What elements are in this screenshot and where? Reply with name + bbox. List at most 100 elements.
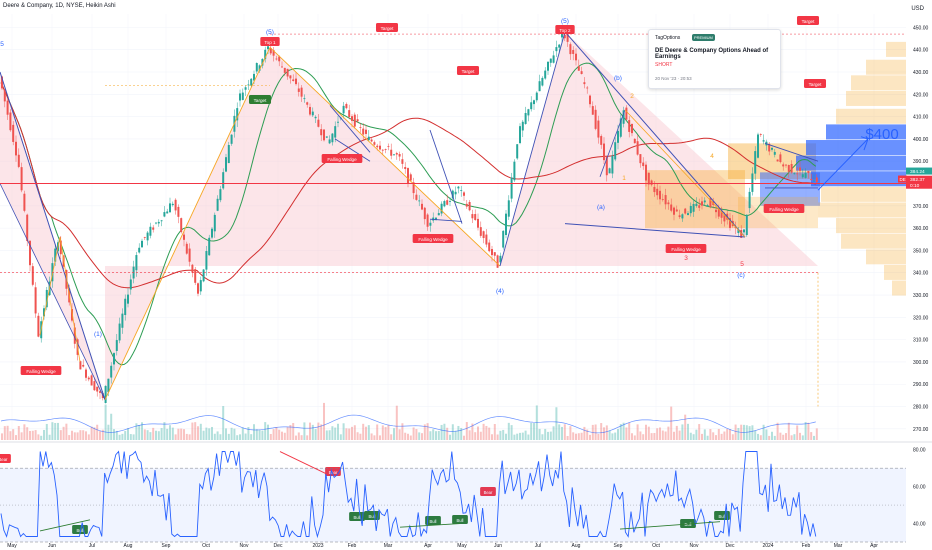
x-tick-label: Jun [48, 543, 56, 549]
volume-bar [166, 428, 169, 440]
volume-bar [202, 430, 205, 440]
bear-label-bg [480, 487, 496, 496]
candle-body [790, 163, 793, 173]
volume-bar [171, 427, 174, 440]
candle-body [631, 123, 633, 134]
candle-body [297, 88, 300, 92]
volume-profile-bar [886, 41, 906, 57]
volume-bar [267, 424, 269, 440]
volume-bar [384, 427, 387, 440]
volume-bar [687, 423, 689, 440]
volume-bar [132, 434, 135, 440]
volume-bar [507, 422, 510, 440]
volume-bar [762, 424, 765, 440]
candle-body [479, 227, 482, 236]
candle-body [185, 243, 188, 254]
volume-bar [684, 414, 687, 440]
de-tag-bg [898, 175, 907, 183]
volume-bar [59, 430, 62, 440]
wave-label-5: 5 [0, 41, 4, 48]
candle-body [152, 227, 155, 230]
volume-bar [541, 434, 544, 440]
candle-body [477, 218, 479, 228]
volume-bar [230, 427, 233, 440]
idea-card[interactable]: TagOptions PREMIUM DE Deere & Company Op… [648, 29, 781, 89]
volume-bar [418, 432, 421, 440]
candle-body [387, 146, 390, 148]
idea-headline[interactable]: DE Deere & Company Options Ahead of Earn… [655, 48, 769, 60]
volume-bar [40, 435, 43, 440]
volume-bar [398, 429, 401, 440]
pattern-label-5-bg [763, 204, 805, 213]
volume-bar [376, 424, 379, 440]
volume-bar [474, 432, 477, 440]
candle-body [311, 111, 314, 116]
x-tick-label: Aug [124, 543, 133, 549]
wave-label-five: 5 [740, 261, 744, 268]
candle-body [261, 58, 264, 66]
candle-body [787, 164, 790, 172]
candle-body [202, 269, 205, 282]
candle-body [589, 95, 591, 105]
candle-body [222, 172, 225, 189]
volume-bar [51, 422, 54, 440]
candle-body [90, 375, 93, 386]
candle-body [552, 55, 555, 63]
candle-body [757, 134, 759, 158]
idea-source[interactable]: TagOptions [655, 35, 681, 41]
volume-bar [603, 427, 605, 440]
volume-bar [194, 422, 197, 440]
candle-body [544, 70, 547, 79]
volume-bar [199, 423, 202, 440]
volume-bar [446, 427, 449, 440]
pattern-label-1: Falling Wedge [20, 366, 62, 375]
volume-bar [258, 430, 261, 440]
candle-body [348, 110, 351, 117]
candle-body [194, 269, 197, 283]
volume-bar [314, 429, 317, 440]
candle-body [541, 77, 544, 86]
volume-bar [423, 424, 426, 440]
candle-body [1, 76, 3, 89]
volume-bar [409, 435, 412, 440]
volume-bar [68, 435, 71, 440]
candle-body [507, 200, 510, 217]
candle-body [230, 134, 233, 144]
volume-bar [468, 430, 471, 440]
volume-bar [698, 424, 701, 440]
volume-bar [320, 424, 323, 440]
wave-label-c: (c) [737, 272, 745, 279]
volume-bar [776, 422, 779, 440]
candle-body [502, 230, 505, 248]
candle-body [661, 199, 664, 200]
volume-bar [533, 423, 535, 440]
candle-body [664, 195, 667, 205]
volume-bar [535, 405, 538, 440]
volume-bar [395, 405, 398, 440]
volume-bar [407, 433, 409, 440]
volume-bar [169, 425, 171, 440]
volume-profile-bar [811, 171, 906, 187]
volume-bar [572, 432, 575, 440]
volume-bar [334, 427, 337, 440]
candle-body [272, 50, 275, 56]
volume-bar [454, 430, 457, 440]
candle-body [163, 212, 166, 217]
volume-bar [353, 425, 356, 440]
x-tick-label: 2024 [762, 543, 773, 549]
candle-body [269, 48, 272, 54]
candle-body [555, 47, 558, 52]
x-tick-label: Dec [274, 543, 283, 549]
volume-bar [782, 434, 785, 440]
candle-body [71, 309, 73, 321]
volume-bar [530, 422, 533, 440]
volume-bar [796, 425, 799, 440]
candle-body [306, 102, 309, 105]
candle-body [157, 221, 160, 224]
candle-body [236, 108, 239, 121]
x-tick-label: Apr [424, 543, 432, 549]
candle-body [216, 198, 219, 211]
volume-bar [183, 429, 185, 440]
candle-body [600, 136, 603, 145]
